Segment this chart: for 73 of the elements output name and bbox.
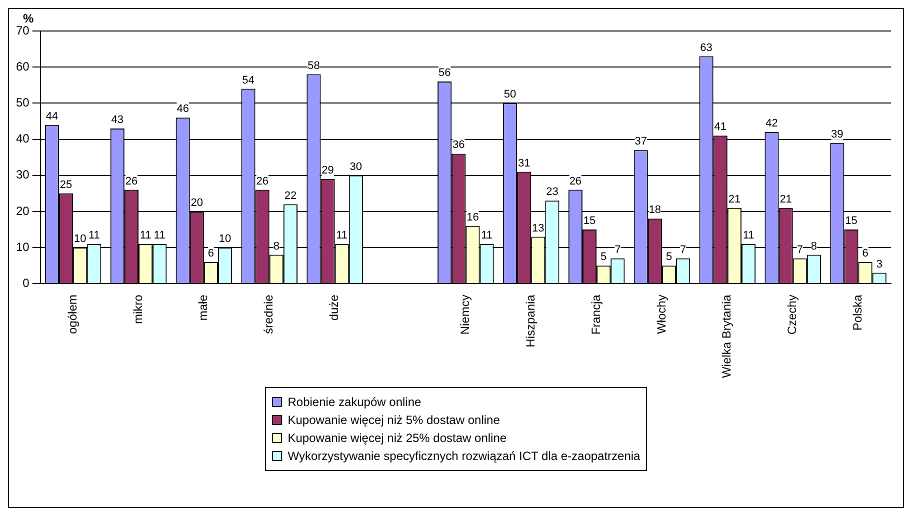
data-label: 15	[845, 215, 858, 228]
data-label: 41	[714, 121, 727, 134]
y-tick-label: 60	[16, 59, 30, 74]
data-label: 63	[700, 42, 712, 54]
y-axis-title: %	[23, 11, 34, 26]
y-tick-label: 70	[16, 23, 30, 38]
data-label: 46	[176, 103, 189, 116]
x-tick-label: małe	[196, 294, 210, 321]
data-label: 11	[88, 229, 100, 242]
legend-label: Wykorzystywanie specyficznych rozwiązań ICT dla e-zaopatrzenia	[288, 449, 640, 463]
data-label: 29	[322, 164, 334, 177]
data-label: 11	[481, 229, 492, 242]
data-label: 26	[256, 175, 268, 188]
y-tick-label: 20	[16, 204, 30, 218]
data-label: 21	[728, 193, 741, 206]
data-label: 6	[862, 248, 868, 260]
x-tick-label: średnie	[262, 294, 276, 334]
data-label: 39	[831, 128, 844, 140]
data-label: 20	[190, 196, 204, 209]
data-label: 54	[242, 74, 254, 86]
data-label: 25	[60, 178, 72, 191]
data-label: 7	[614, 244, 621, 256]
data-label: 5	[666, 251, 672, 264]
data-label: 58	[308, 60, 320, 72]
legend-label: Kupowanie więcej niż 25% dostaw online	[288, 431, 507, 445]
x-tick-label: Hiszpania	[523, 294, 538, 348]
x-tick-label: ogółem	[65, 294, 80, 334]
x-tick-label: Wielka Brytania	[720, 294, 734, 378]
data-label: 11	[742, 229, 754, 242]
data-label: 18	[648, 204, 662, 216]
data-label: 7	[796, 244, 803, 256]
x-tick-label: Czechy	[785, 294, 800, 335]
y-tick-label: 40	[16, 132, 30, 146]
data-label: 5	[600, 251, 607, 264]
data-label: 16	[466, 211, 479, 224]
data-label: 50	[504, 88, 516, 101]
data-label: 31	[518, 157, 530, 170]
x-tick-label: mikro	[130, 294, 145, 324]
data-label: 10	[218, 233, 232, 246]
data-label: 37	[634, 136, 647, 148]
x-tick-label: Niemcy	[458, 294, 472, 335]
data-label: 56	[438, 67, 451, 80]
legend-label: Kupowanie więcej niż 5% dostaw online	[288, 413, 500, 427]
y-tick-label: 10	[16, 240, 30, 254]
data-label: 6	[208, 248, 214, 260]
y-tick-label: 50	[16, 95, 30, 110]
x-tick-label: Włochy	[654, 294, 668, 334]
data-label: 15	[583, 215, 596, 228]
data-label: 8	[273, 240, 280, 252]
x-tick-label: Polska	[850, 294, 865, 331]
data-label: 7	[680, 244, 686, 256]
data-label: 21	[780, 193, 792, 206]
data-label: 11	[154, 229, 166, 242]
data-label: 11	[336, 229, 348, 242]
data-label: 26	[569, 175, 582, 188]
y-tick-label: 30	[16, 168, 30, 182]
data-label: 11	[140, 229, 152, 242]
data-label: 3	[876, 258, 882, 270]
data-label: 30	[350, 160, 362, 173]
data-label: 36	[452, 139, 465, 152]
data-label: 26	[125, 175, 138, 188]
data-label: 44	[46, 110, 58, 122]
data-label: 43	[111, 114, 124, 126]
y-tick-label: 0	[22, 276, 30, 290]
data-label: 23	[546, 186, 558, 198]
x-tick-label: Francja	[588, 294, 603, 335]
legend-label: Robienie zakupów online	[288, 395, 422, 409]
data-label: 13	[532, 222, 544, 234]
data-label: 8	[810, 240, 818, 252]
data-label: 10	[74, 233, 86, 246]
x-tick-label: duże	[327, 294, 342, 321]
data-label: 42	[766, 118, 778, 130]
data-label: 22	[284, 190, 297, 202]
